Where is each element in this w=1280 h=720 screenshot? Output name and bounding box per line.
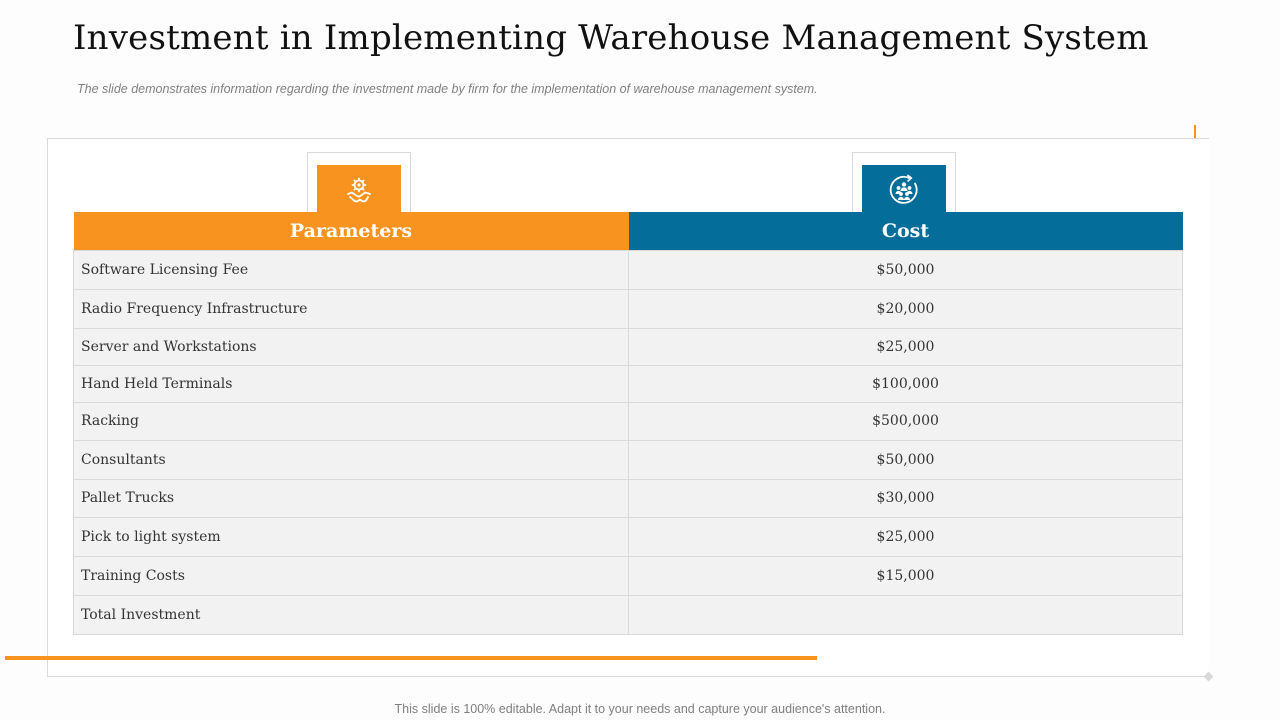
cost-cell: $100,000 — [628, 364, 1183, 403]
parameter-cell: Training Costs — [73, 555, 629, 596]
parameter-cell: Hand Held Terminals — [73, 364, 629, 403]
table-row-total: Total Investment — [73, 594, 1183, 635]
cost-cell: $50,000 — [628, 249, 1183, 290]
table-row: Server and Workstations $25,000 — [73, 327, 1183, 366]
parameter-cell: Server and Workstations — [73, 327, 629, 366]
slide-footer: This slide is 100% editable. Adapt it to… — [394, 702, 886, 716]
table-row: Hand Held Terminals $100,000 — [73, 364, 1183, 403]
table-header-row: Parameters Cost — [73, 212, 1183, 250]
parameter-cell: Software Licensing Fee — [73, 249, 629, 290]
team-cycle-icon — [889, 174, 918, 204]
cost-cell: $20,000 — [628, 288, 1183, 329]
cost-cell: $25,000 — [628, 327, 1183, 366]
cost-cell: $50,000 — [628, 439, 1183, 480]
parameter-cell: Radio Frequency Infrastructure — [73, 288, 629, 329]
parameters-header: Parameters — [73, 212, 629, 250]
slide-subtitle: The slide demonstrates information regar… — [77, 82, 818, 96]
table-row: Racking $500,000 — [73, 401, 1183, 441]
investment-table: Parameters Cost Software Licensing Fee $… — [73, 212, 1183, 635]
table-row: Radio Frequency Infrastructure $20,000 — [73, 288, 1183, 329]
cost-cell: $500,000 — [628, 401, 1183, 441]
accent-line-horizontal — [5, 656, 817, 660]
cost-icon-tab — [852, 152, 956, 215]
table-row: Software Licensing Fee $50,000 — [73, 249, 1183, 290]
cost-cell: $15,000 — [628, 555, 1183, 596]
table-row: Pick to light system $25,000 — [73, 516, 1183, 557]
parameter-cell: Consultants — [73, 439, 629, 480]
parameter-cell: Total Investment — [73, 594, 629, 635]
slide-title: Investment in Implementing Warehouse Man… — [73, 18, 1149, 58]
parameters-icon-box — [317, 165, 401, 215]
parameter-cell: Pick to light system — [73, 516, 629, 557]
table-row: Consultants $50,000 — [73, 439, 1183, 480]
parameter-cell: Racking — [73, 401, 629, 441]
cost-icon-box — [862, 165, 946, 215]
table-row: Training Costs $15,000 — [73, 555, 1183, 596]
table-row: Pallet Trucks $30,000 — [73, 478, 1183, 518]
parameter-cell: Pallet Trucks — [73, 478, 629, 518]
parameters-icon-tab — [307, 152, 411, 215]
cost-cell: $30,000 — [628, 478, 1183, 518]
cost-cell — [628, 594, 1183, 635]
cost-cell: $25,000 — [628, 516, 1183, 557]
frame-corner-dot — [1203, 671, 1214, 682]
gear-handshake-icon — [347, 177, 371, 203]
cost-header: Cost — [628, 212, 1183, 250]
